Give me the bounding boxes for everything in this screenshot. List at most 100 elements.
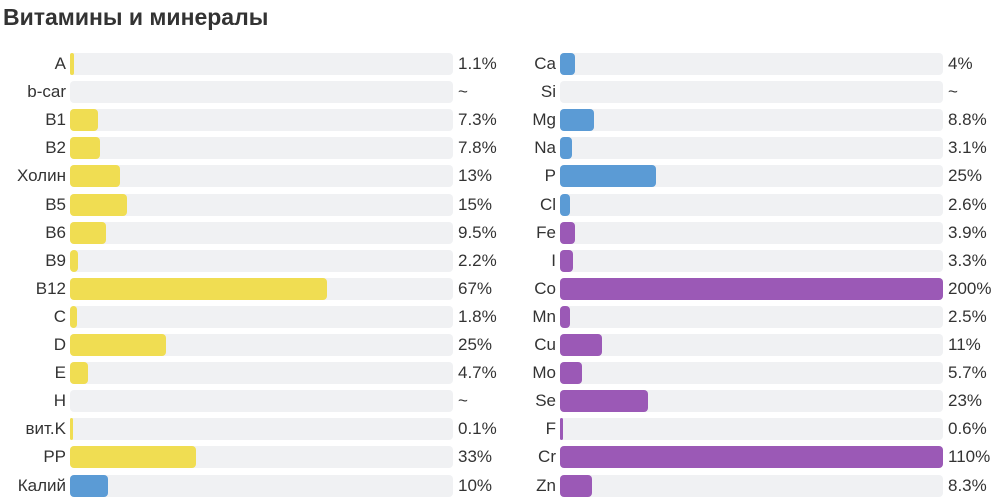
category-label: B5 <box>45 195 66 214</box>
value-label: 1.8% <box>458 307 497 326</box>
bar-row: Fe 3.9% <box>0 219 1000 247</box>
bar-row: вит.K 0.1% <box>0 415 1000 443</box>
value-label: 8.8% <box>948 110 987 129</box>
bar-track <box>560 306 943 328</box>
bar-row: H ~ <box>0 387 1000 415</box>
category-label: B6 <box>45 223 66 242</box>
bar-track <box>70 475 453 497</box>
bar <box>70 306 77 328</box>
bar-row: B12 67% <box>0 275 1000 303</box>
value-label: 23% <box>948 391 983 410</box>
category-label: b-car <box>27 82 66 101</box>
bar-row: P 25% <box>0 162 1000 190</box>
bar <box>70 475 109 497</box>
bar-row: D 25% <box>0 331 1000 359</box>
bar-row: B2 7.8% <box>0 134 1000 162</box>
bar-row: B1 7.3% <box>0 106 1000 134</box>
value-label: 7.8% <box>458 138 497 157</box>
category-label: Холин <box>16 166 66 185</box>
bar-row: Mn 2.5% <box>0 303 1000 331</box>
category-label: Калий <box>17 476 66 495</box>
bar-track <box>560 390 943 412</box>
bar <box>560 418 563 440</box>
bar-track <box>560 81 943 103</box>
bar-row: Cu 11% <box>0 331 1000 359</box>
value-label: 67% <box>458 279 493 298</box>
bar-track <box>70 250 453 272</box>
bar-track <box>560 165 943 187</box>
bar-track <box>70 418 453 440</box>
bar <box>70 278 327 300</box>
bar-track <box>70 165 453 187</box>
bar <box>560 390 649 412</box>
bar-track <box>70 81 453 103</box>
bar-row: Mo 5.7% <box>0 359 1000 387</box>
value-label: 3.3% <box>948 251 987 270</box>
bar-row: Co 200% <box>0 275 1000 303</box>
bar-track <box>70 334 453 356</box>
category-label: Mg <box>532 110 556 129</box>
bar-track <box>70 194 453 216</box>
category-label: F <box>545 419 556 438</box>
bar <box>560 446 943 468</box>
bar-track <box>560 137 943 159</box>
bar-row: B5 15% <box>0 191 1000 219</box>
category-label: Na <box>534 138 556 157</box>
category-label: Si <box>540 82 556 101</box>
bar <box>560 137 572 159</box>
value-label: 5.7% <box>948 363 987 382</box>
category-label: вит.K <box>25 419 67 438</box>
category-label: Mo <box>532 363 556 382</box>
value-label: 11% <box>948 335 981 354</box>
bar-track <box>560 475 943 497</box>
category-label: Mn <box>532 307 556 326</box>
bar-row: A 1.1% <box>0 50 1000 78</box>
bar-row: F 0.6% <box>0 415 1000 443</box>
bar-row: C 1.8% <box>0 303 1000 331</box>
value-label: 2.6% <box>948 195 987 214</box>
category-label: Cl <box>539 195 556 214</box>
bar <box>560 334 603 356</box>
value-label: ~ <box>458 82 468 101</box>
bar <box>70 446 197 468</box>
bar-track <box>70 390 453 412</box>
value-label: 2.5% <box>948 307 987 326</box>
bar <box>70 53 75 75</box>
category-label: P <box>544 166 556 185</box>
bar-row: B9 2.2% <box>0 247 1000 275</box>
category-label: B2 <box>45 138 66 157</box>
bar-row: Se 23% <box>0 387 1000 415</box>
bar <box>560 278 943 300</box>
bar-row: b-car ~ <box>0 78 1000 106</box>
bar-row: Si ~ <box>0 78 1000 106</box>
category-label: I <box>551 251 556 270</box>
bar <box>70 194 128 216</box>
value-label: 2.2% <box>458 251 497 270</box>
value-label: 10% <box>458 476 493 495</box>
value-label: 3.9% <box>948 223 987 242</box>
bar-track <box>70 446 453 468</box>
value-label: 3.1% <box>948 138 987 157</box>
category-label: Ca <box>534 54 556 73</box>
bar <box>560 475 592 497</box>
value-label: 13% <box>458 166 493 185</box>
bar-track <box>560 446 943 468</box>
category-label: B12 <box>35 279 66 298</box>
bar-track <box>560 194 943 216</box>
category-label: B1 <box>45 110 66 129</box>
value-label: 0.6% <box>948 419 987 438</box>
category-label: Zn <box>536 476 556 495</box>
value-label: 9.5% <box>458 223 497 242</box>
bar-row: PP 33% <box>0 443 1000 471</box>
bar <box>560 194 570 216</box>
bar <box>560 222 575 244</box>
bar <box>70 137 100 159</box>
bar-track <box>70 109 453 131</box>
bar-row: Cr 110% <box>0 443 1000 471</box>
bar-row: Ca 4% <box>0 50 1000 78</box>
bar-track <box>560 418 943 440</box>
category-label: E <box>54 363 66 382</box>
bar <box>560 306 570 328</box>
chart-title: Витамины и минералы <box>3 4 269 30</box>
value-label: 7.3% <box>458 110 497 129</box>
